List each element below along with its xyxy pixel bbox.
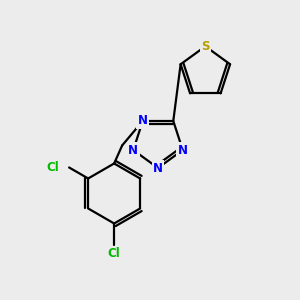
Text: N: N	[153, 161, 163, 175]
Text: N: N	[138, 115, 148, 128]
Text: S: S	[201, 40, 210, 53]
Text: N: N	[128, 143, 138, 157]
Text: Cl: Cl	[46, 161, 59, 174]
Text: Cl: Cl	[108, 247, 121, 260]
Text: N: N	[178, 143, 188, 157]
